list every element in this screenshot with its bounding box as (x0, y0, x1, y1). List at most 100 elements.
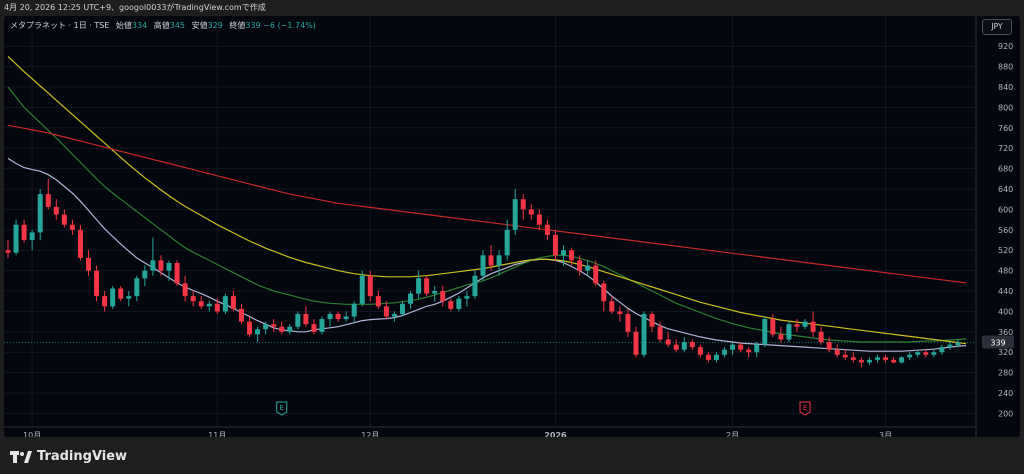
candle (842, 349, 848, 360)
candle (697, 344, 703, 358)
candle (440, 285, 446, 307)
candle-body (287, 326, 293, 332)
y-tick-label: 680 (998, 165, 1013, 174)
candle (174, 260, 180, 286)
candle-body (263, 324, 269, 330)
candle (399, 301, 405, 317)
candle-body (665, 339, 671, 345)
price-chart[interactable]: 200 240 280 320 360 400 440 480 520 560 600 640 680 7… (4, 16, 1020, 437)
candle (383, 301, 389, 320)
candle (754, 342, 760, 358)
candle-body (673, 344, 679, 350)
chart-panel[interactable]: メタプラネット · 1日 · TSE 始値334 高値345 安値329 終値3… (4, 16, 1020, 437)
close-label: 終値 (229, 21, 246, 30)
candle (673, 339, 679, 353)
candle-body (61, 214, 67, 225)
candle-body (230, 296, 236, 309)
candle (722, 347, 728, 358)
candle (432, 285, 438, 302)
candle-body (955, 342, 961, 346)
candle-body (255, 329, 261, 335)
candle-body (561, 250, 567, 256)
candle-body (899, 357, 905, 363)
candle-body (850, 357, 856, 360)
candle-body (303, 313, 309, 325)
candle-body (472, 275, 478, 297)
candle-body (536, 214, 542, 225)
candle (858, 357, 864, 368)
candle-body (810, 321, 816, 332)
candle-body (923, 352, 929, 355)
candle-body (53, 206, 59, 215)
candle-body (552, 234, 558, 256)
candle (931, 349, 937, 358)
bottom-bar: TradingView (0, 440, 1024, 474)
candle (21, 219, 27, 243)
candle (335, 311, 341, 322)
candle (528, 204, 534, 220)
candle (850, 352, 856, 363)
candle (448, 298, 454, 312)
moving-average-line (7, 86, 967, 343)
candle-body (238, 308, 244, 322)
candle (617, 306, 623, 322)
candle (488, 245, 494, 271)
candle-body (762, 319, 768, 345)
candle (561, 245, 567, 266)
candle (641, 311, 647, 358)
candle-body (585, 265, 591, 271)
candle (681, 336, 687, 353)
candle-body (577, 260, 583, 271)
candle (689, 339, 695, 350)
y-tick-label: 520 (998, 246, 1013, 255)
candle (625, 308, 631, 337)
candle-body (834, 349, 840, 355)
candle (359, 270, 365, 307)
candle-body (359, 275, 365, 304)
candle (464, 291, 470, 307)
candle (61, 209, 67, 228)
candle (705, 352, 711, 363)
candle (544, 219, 550, 241)
candle (222, 293, 228, 314)
candle-body (327, 313, 333, 320)
candle (915, 349, 921, 358)
candle (770, 313, 776, 337)
candle (150, 237, 156, 276)
y-tick-label: 880 (998, 63, 1013, 72)
candle (601, 280, 607, 312)
candle (279, 321, 285, 335)
candle-body (891, 359, 897, 363)
candle-body (794, 324, 800, 327)
candle (287, 324, 293, 335)
candle (158, 255, 164, 276)
candle (480, 250, 486, 281)
candle (367, 270, 373, 302)
earnings-marker (276, 401, 288, 416)
change-value: −6 (−1.74%) (263, 21, 316, 30)
candle-body (504, 229, 510, 256)
candle (416, 270, 422, 299)
y-tick-label: 720 (998, 144, 1013, 153)
candle (472, 270, 478, 299)
candle-body (858, 359, 864, 363)
candle (939, 344, 945, 355)
candle (206, 301, 212, 312)
x-tick-label: 3月 (879, 431, 892, 437)
candle-body (770, 319, 776, 335)
candle (118, 285, 124, 302)
candle (649, 311, 655, 332)
candle-body (77, 229, 83, 258)
y-tick-label: 200 (998, 409, 1013, 418)
candle (45, 178, 51, 210)
candle (198, 296, 204, 309)
candle (375, 291, 381, 309)
tradingview-logo[interactable]: TradingView (10, 449, 127, 464)
candle (794, 319, 800, 332)
candle-body (21, 224, 27, 241)
close-value: 339 (245, 21, 261, 30)
candle-body (126, 296, 132, 299)
y-tick-label: 600 (998, 205, 1013, 214)
currency-button[interactable]: JPY (982, 19, 1012, 35)
candle (247, 316, 253, 337)
